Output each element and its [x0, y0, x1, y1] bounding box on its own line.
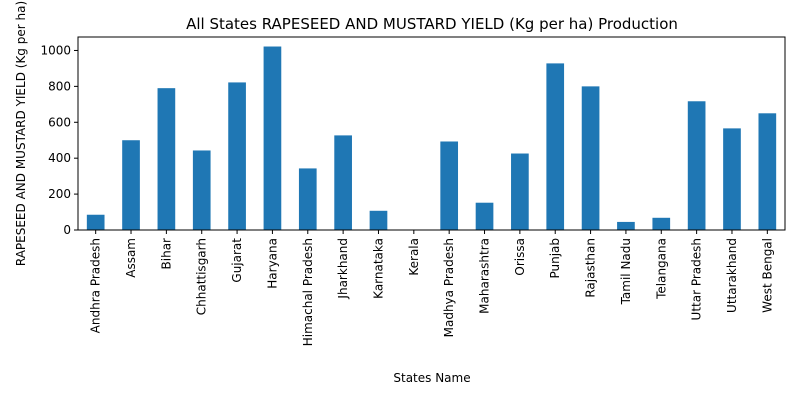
y-tick-label: 400 [48, 151, 71, 165]
bar [475, 202, 494, 230]
x-axis-label: States Name [393, 371, 470, 385]
chart-title: All States RAPESEED AND MUSTARD YIELD (K… [186, 15, 678, 33]
x-tick-label: Chhattisgarh [195, 238, 209, 315]
bar [617, 221, 635, 230]
bar [334, 135, 352, 230]
y-tick-label: 800 [48, 79, 71, 93]
bars-group [86, 46, 777, 231]
bar [192, 150, 211, 230]
bar [86, 214, 105, 230]
x-tick-label: Bihar [159, 238, 173, 270]
x-tick-label: Himachal Pradesh [301, 238, 315, 346]
bar [511, 153, 529, 230]
x-tick-label: Haryana [265, 238, 279, 289]
bar [758, 113, 777, 230]
x-tick-label: Uttar Pradesh [690, 238, 704, 320]
y-axis-label: RAPESEED AND MUSTARD YIELD (Kg per ha) [14, 1, 28, 266]
x-tick-label: Gujarat [230, 238, 244, 283]
bar [228, 82, 246, 230]
plot-area-frame [77, 36, 786, 231]
bar [581, 86, 600, 231]
x-tick-label: Madhya Pradesh [442, 238, 456, 337]
x-tick-label: Assam [124, 238, 138, 278]
x-tick-label: Uttarakhand [725, 238, 739, 313]
x-tick-label: Kerala [407, 238, 421, 276]
bar [440, 141, 459, 230]
bar [369, 210, 388, 230]
bar [122, 140, 140, 230]
x-tick-label: Telangana [654, 238, 668, 300]
bar [723, 128, 741, 230]
x-tick-label: Tamil Nadu [619, 238, 633, 305]
bar [687, 101, 706, 231]
y-axis-ticks: 0 200 400 600 800 1000 [40, 43, 78, 237]
bar [298, 168, 317, 230]
x-tick-label: Maharashtra [478, 238, 492, 314]
x-tick-label: Punjab [548, 238, 562, 279]
bar [157, 88, 176, 230]
bar [652, 217, 671, 230]
x-tick-label: Karnataka [371, 238, 385, 299]
bar [263, 46, 282, 230]
y-tick-label: 200 [48, 187, 71, 201]
x-tick-label: Rajasthan [584, 238, 598, 298]
x-tick-label: Andhra Pradesh [89, 238, 103, 333]
x-tick-label: West Bengal [760, 238, 774, 313]
bar [546, 63, 565, 230]
x-tick-label: Jharkhand [336, 238, 350, 300]
y-tick-label: 0 [63, 223, 71, 237]
y-tick-label: 600 [48, 115, 71, 129]
y-tick-label: 1000 [40, 43, 71, 57]
x-axis-ticks: Andhra Pradesh Assam Bihar Chhattisgarh Guja… [89, 230, 774, 346]
x-tick-label: Orissa [513, 238, 527, 276]
